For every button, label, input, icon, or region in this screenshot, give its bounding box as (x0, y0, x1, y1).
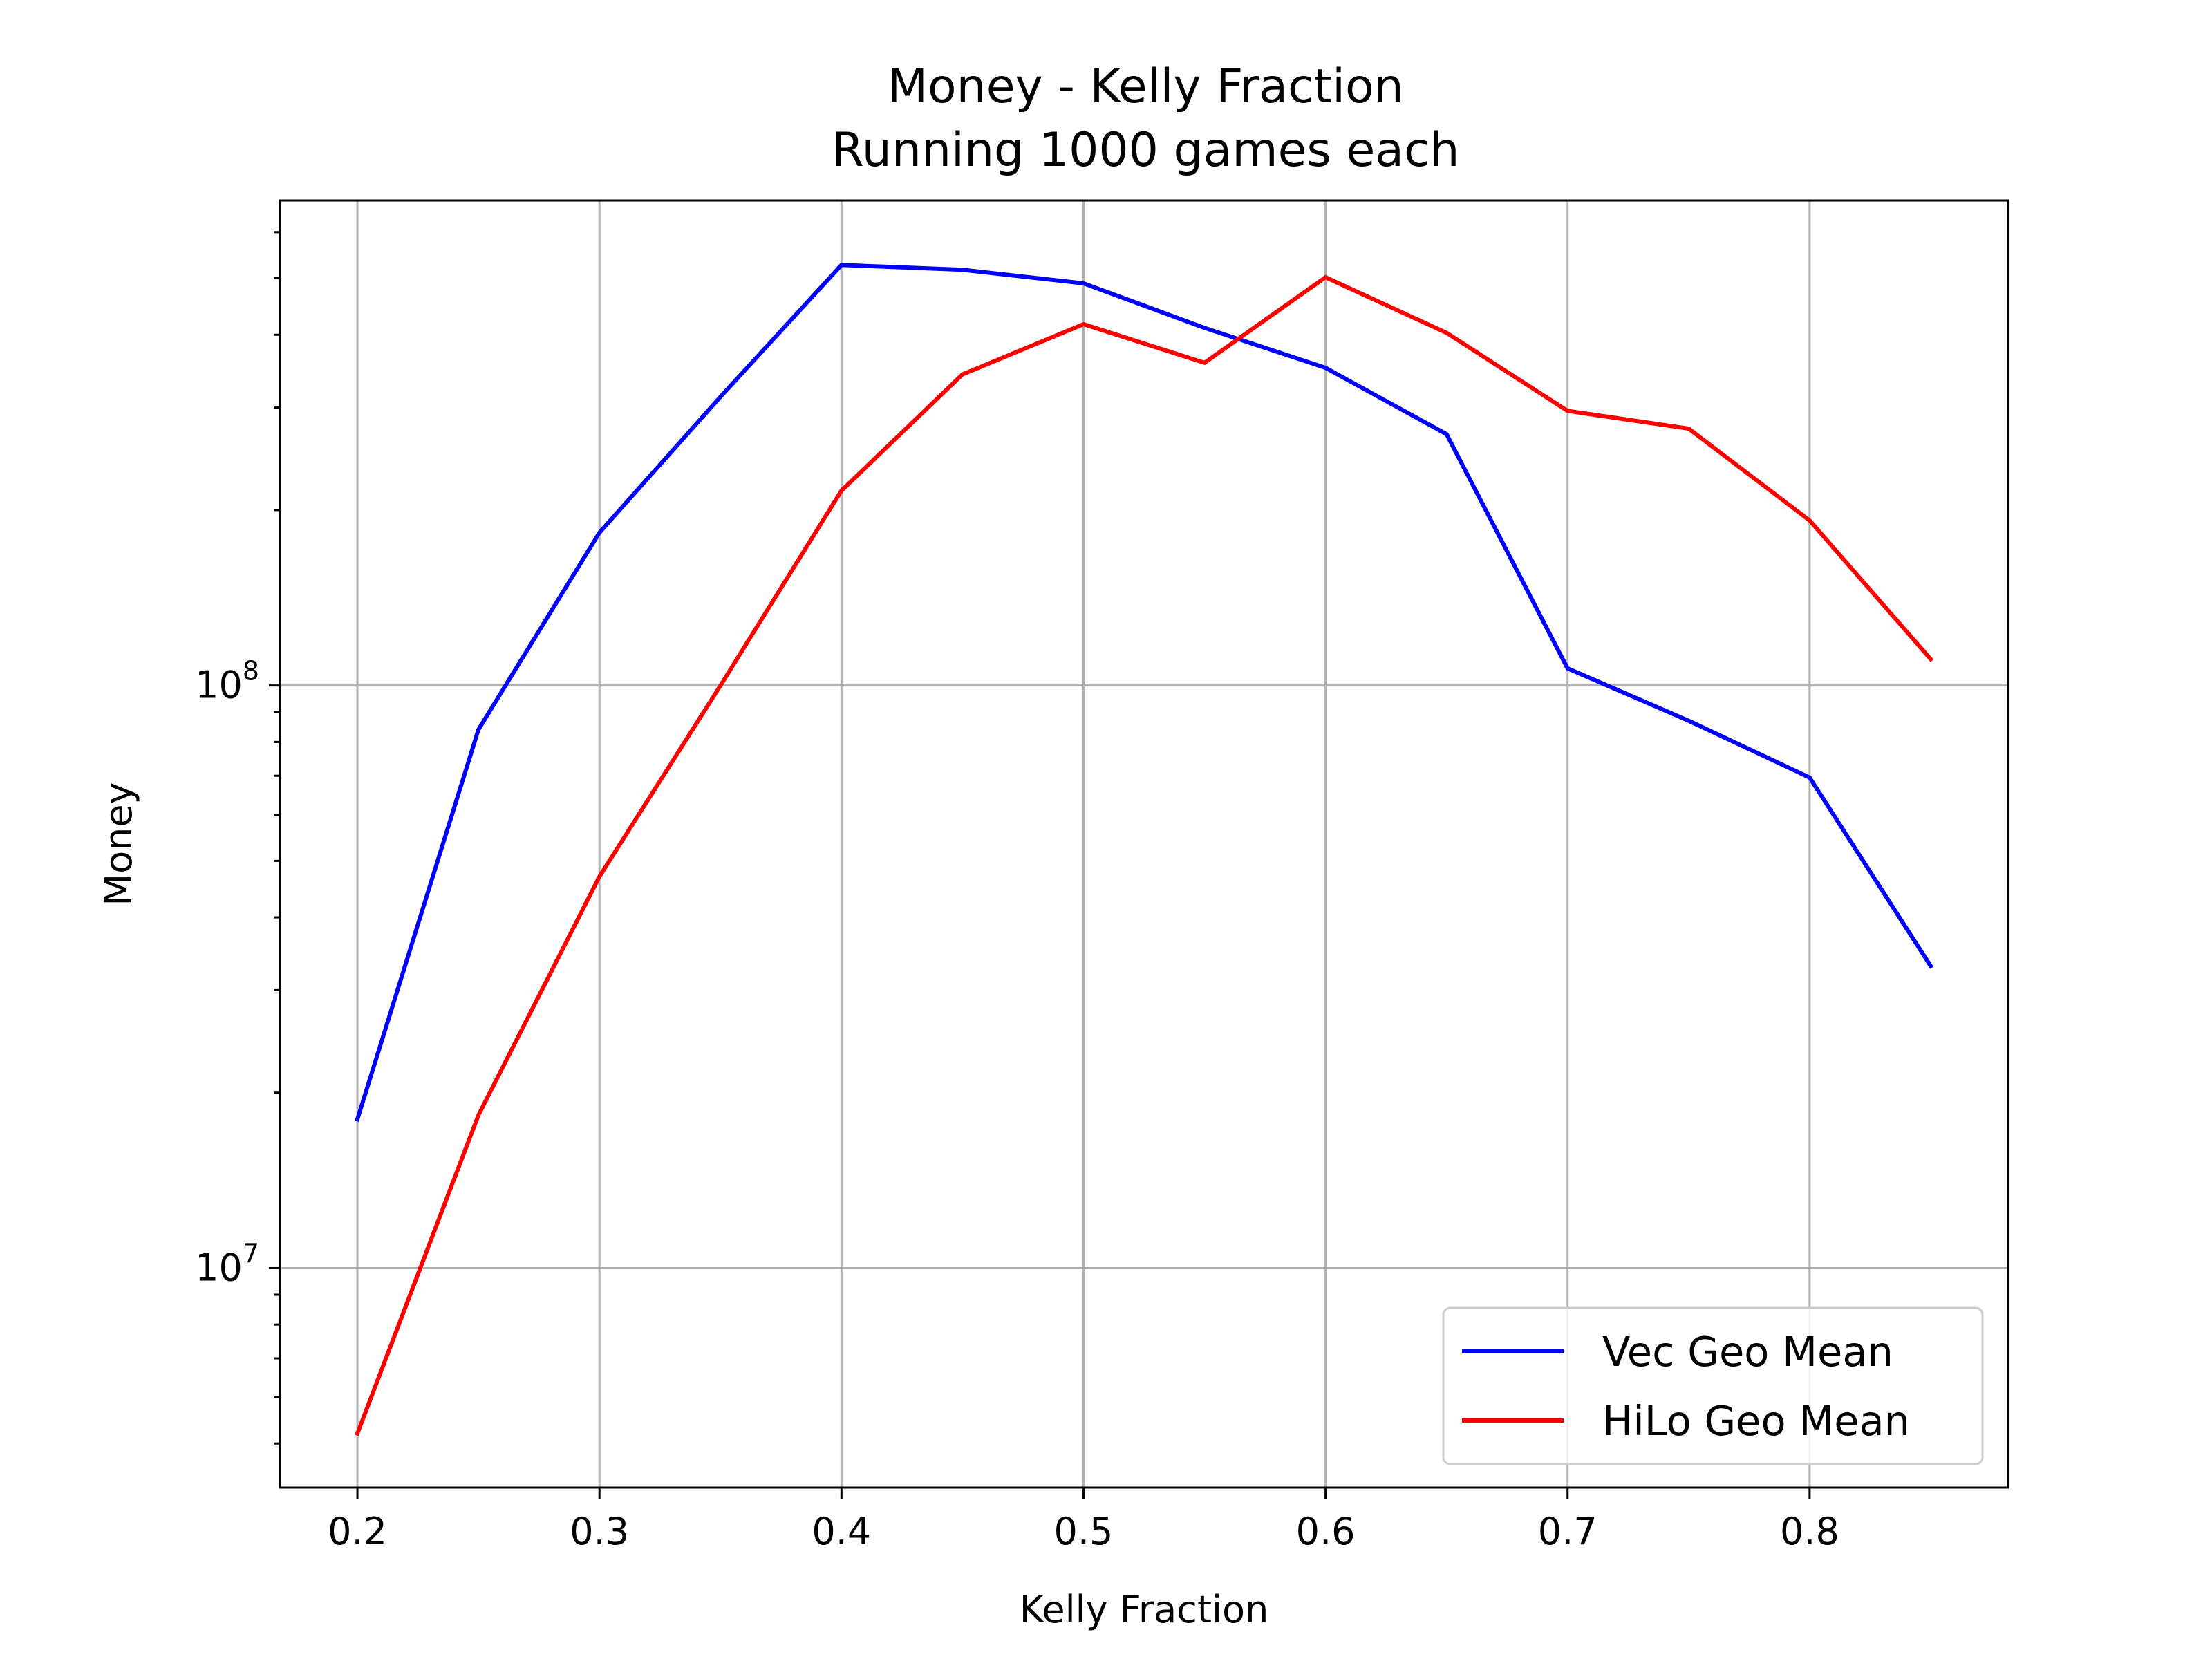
x-tick-label: 0.8 (1780, 1510, 1839, 1553)
plot-series (355, 263, 1934, 1436)
x-tick-label: 0.6 (1296, 1510, 1356, 1553)
y-tick-label: 108 (195, 656, 259, 707)
chart-subtitle: Running 1000 games each (832, 123, 1460, 178)
legend-label-hilo-geo-mean: HiLo Geo Mean (1602, 1397, 1910, 1445)
legend-box (1442, 1306, 1984, 1465)
x-tick-label: 0.4 (812, 1510, 871, 1553)
x-axis-label: Kelly Fraction (1020, 1588, 1269, 1631)
series-line-hilo-geo-mean (355, 274, 1934, 1436)
grid (280, 200, 2008, 1488)
series-line-vec-geo-mean (355, 263, 1934, 1123)
x-tick-label: 0.5 (1054, 1510, 1114, 1553)
legend: Vec Geo Mean HiLo Geo Mean (1442, 1306, 1984, 1465)
x-tick-label: 0.2 (328, 1510, 387, 1553)
legend-label-vec-geo-mean: Vec Geo Mean (1602, 1328, 1893, 1376)
plot-frame (279, 199, 2009, 1489)
x-tick-label: 0.7 (1538, 1510, 1597, 1553)
x-tick-label: 0.3 (570, 1510, 629, 1553)
y-axis-label: Money (97, 782, 140, 906)
axis-ticks: 0.2 0.3 0.4 0.5 0.6 0.7 0.8 107 108 (195, 231, 1839, 1553)
chart-title: Money - Kelly Fraction (887, 59, 1403, 114)
y-tick-label: 107 (195, 1238, 259, 1289)
